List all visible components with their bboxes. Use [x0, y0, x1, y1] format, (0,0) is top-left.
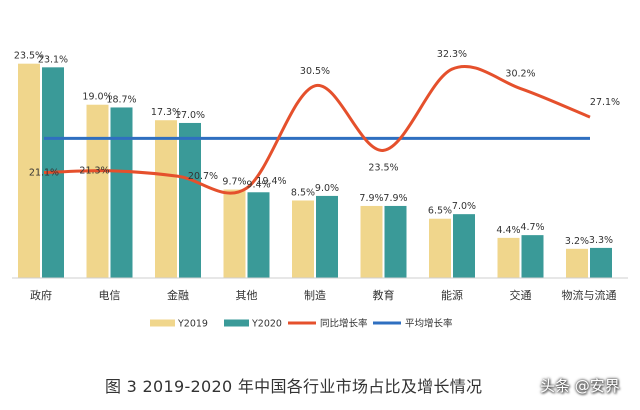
- category-label-2: 金融: [167, 288, 189, 302]
- growth-label-4: 30.5%: [300, 66, 330, 77]
- bar-y2019-0: [18, 63, 40, 279]
- bar-label-y2020-1: 18.7%: [106, 94, 136, 105]
- legend-label-0: Y2019: [177, 319, 208, 330]
- bar-y2019-7: [497, 237, 520, 278]
- bar-y2020-4: [316, 195, 338, 278]
- category-label-0: 政府: [30, 288, 52, 302]
- legend-swatch-1: [224, 319, 249, 327]
- growth-label-3: 19.4%: [256, 176, 286, 187]
- bar-label-y2020-7: 4.7%: [520, 222, 544, 233]
- category-label-8: 物流与流通: [562, 288, 617, 302]
- bar-y2020-8: [590, 247, 612, 278]
- bar-y2020-2: [179, 122, 201, 279]
- bar-label-y2019-6: 6.5%: [428, 206, 452, 217]
- category-label-5: 教育: [373, 288, 395, 302]
- bar-y2019-8: [566, 248, 588, 278]
- legend-label-3: 平均增长率: [405, 318, 453, 330]
- growth-label-0: 21.1%: [29, 168, 59, 179]
- bar-y2020-6: [453, 214, 475, 278]
- growth-label-2: 20.7%: [188, 171, 218, 182]
- growth-label-7: 30.2%: [505, 69, 535, 80]
- category-label-7: 交通: [510, 288, 532, 302]
- bar-label-y2019-0: 23.5%: [14, 51, 44, 62]
- bar-y2020-5: [384, 205, 407, 278]
- bar-y2019-1: [86, 104, 109, 278]
- growth-label-8: 27.1%: [590, 97, 620, 108]
- bar-y2019-5: [360, 205, 383, 278]
- bar-label-y2019-7: 4.4%: [496, 225, 520, 236]
- bar-y2020-3: [247, 192, 270, 278]
- bar-y2019-2: [155, 120, 177, 278]
- bar-label-y2019-5: 7.9%: [359, 193, 383, 204]
- bar-label-y2020-2: 17.0%: [175, 110, 205, 121]
- bar-y2019-4: [292, 200, 314, 278]
- legend-label-1: Y2020: [251, 319, 282, 330]
- growth-rate-line: [43, 65, 591, 195]
- bar-label-y2019-4: 8.5%: [291, 187, 315, 198]
- bar-y2020-1: [110, 107, 133, 279]
- bar-label-y2019-8: 3.2%: [565, 236, 589, 247]
- growth-label-5: 23.5%: [368, 162, 398, 173]
- growth-label-6: 32.3%: [437, 49, 467, 60]
- bar-label-y2020-8: 3.3%: [589, 235, 613, 246]
- category-label-6: 能源: [441, 288, 463, 302]
- category-label-3: 其他: [236, 289, 258, 302]
- bar-y2019-6: [429, 218, 451, 278]
- legend-label-2: 同比增长率: [320, 318, 368, 330]
- bar-label-y2020-0: 23.1%: [38, 54, 68, 65]
- bar-label-y2019-3: 9.7%: [222, 177, 246, 188]
- figure-caption: 图 3 2019-2020 年中国各行业市场占比及增长情况: [105, 377, 483, 396]
- bar-y2020-7: [521, 235, 544, 278]
- bar-label-y2019-2: 17.3%: [151, 107, 181, 118]
- bar-label-y2019-1: 19.0%: [82, 92, 112, 103]
- legend-swatch-0: [150, 319, 175, 327]
- growth-label-1: 21.3%: [79, 166, 109, 177]
- watermark: 头条 @安界: [540, 377, 620, 395]
- chart: 23.5%23.1%19.0%18.7%17.3%17.0%9.7% 9.4%8.…: [12, 49, 628, 330]
- category-label-1: 电信: [99, 289, 121, 302]
- category-label-4: 制造: [304, 288, 326, 302]
- bar-label-y2020-3: 9.4%: [246, 179, 270, 190]
- bar-label-y2020-4: 9.0%: [315, 183, 339, 194]
- bar-y2019-3: [223, 189, 246, 278]
- bar-label-y2020-5: 7.9%: [383, 193, 407, 204]
- bar-label-y2020-6: 7.0%: [452, 201, 476, 212]
